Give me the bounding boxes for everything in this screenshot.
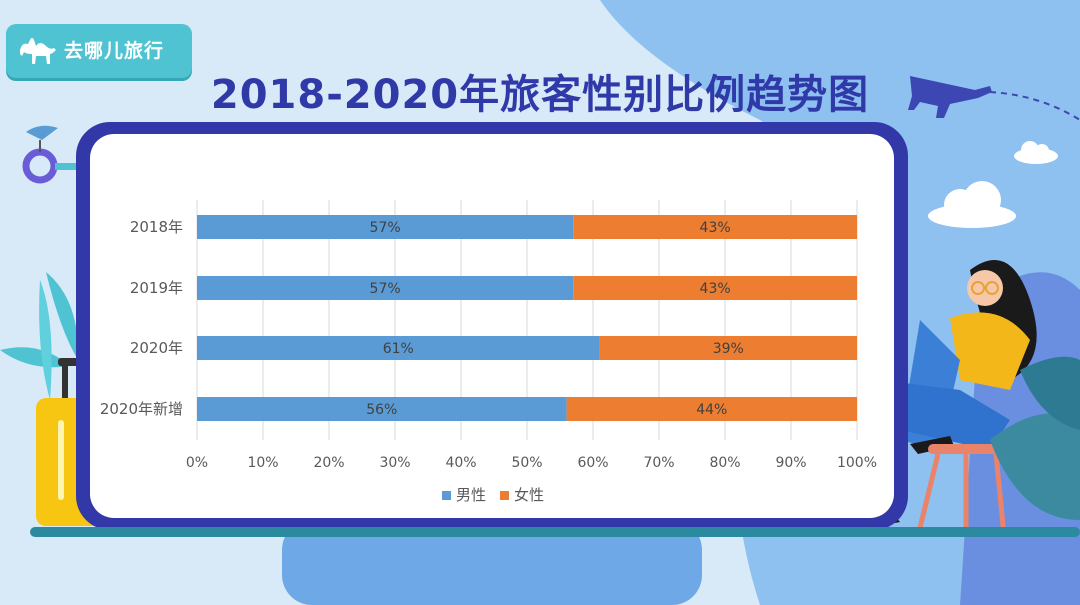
legend-label: 女性 (514, 486, 544, 504)
chart-panel (90, 134, 894, 518)
brand-badge: 去哪儿旅行 (6, 24, 192, 78)
chart-title: 2018-2020年旅客性别比例趋势图 (210, 72, 870, 118)
data-label: 44% (696, 402, 727, 418)
ground-line (30, 527, 1080, 537)
y-category-label: 2020年新增 (100, 400, 183, 418)
x-tick-label: 90% (775, 455, 806, 471)
data-label: 61% (383, 341, 414, 357)
bar-male (197, 336, 600, 360)
legend-swatch (442, 491, 451, 500)
bar-male (197, 215, 574, 239)
flight-path (989, 91, 1080, 121)
legend-label: 男性 (456, 486, 486, 504)
x-tick-label: 60% (577, 455, 608, 471)
bar-female (599, 336, 857, 360)
x-tick-label: 100% (837, 455, 877, 471)
brand-name: 去哪儿旅行 (64, 40, 165, 62)
x-tick-label: 10% (247, 455, 278, 471)
x-tick-label: 50% (511, 455, 542, 471)
data-label: 43% (700, 281, 731, 297)
bird-ring-icon (22, 125, 81, 184)
bar-male (197, 397, 567, 421)
x-tick-label: 0% (186, 455, 208, 471)
bar-male (197, 276, 574, 300)
cloud-icon (928, 141, 1058, 228)
y-category-label: 2020年 (130, 339, 183, 357)
bar-female (566, 397, 857, 421)
data-label: 57% (370, 220, 401, 236)
y-category-label: 2019年 (130, 279, 183, 297)
data-label: 57% (370, 281, 401, 297)
bottom-blue-block (282, 520, 702, 605)
x-tick-label: 30% (379, 455, 410, 471)
bar-female (573, 276, 857, 300)
x-tick-label: 40% (445, 455, 476, 471)
x-tick-label: 70% (643, 455, 674, 471)
bar-female (573, 215, 857, 239)
x-tick-label: 20% (313, 455, 344, 471)
data-label: 56% (366, 402, 397, 418)
camel-icon (20, 38, 56, 64)
tropical-leaf-icon (990, 356, 1080, 520)
leaf-plant-icon (0, 272, 79, 400)
y-category-label: 2018年 (130, 218, 183, 236)
data-label: 43% (700, 220, 731, 236)
x-tick-label: 80% (709, 455, 740, 471)
data-label: 39% (713, 341, 744, 357)
legend-swatch (500, 491, 509, 500)
airplane-icon (908, 76, 992, 118)
